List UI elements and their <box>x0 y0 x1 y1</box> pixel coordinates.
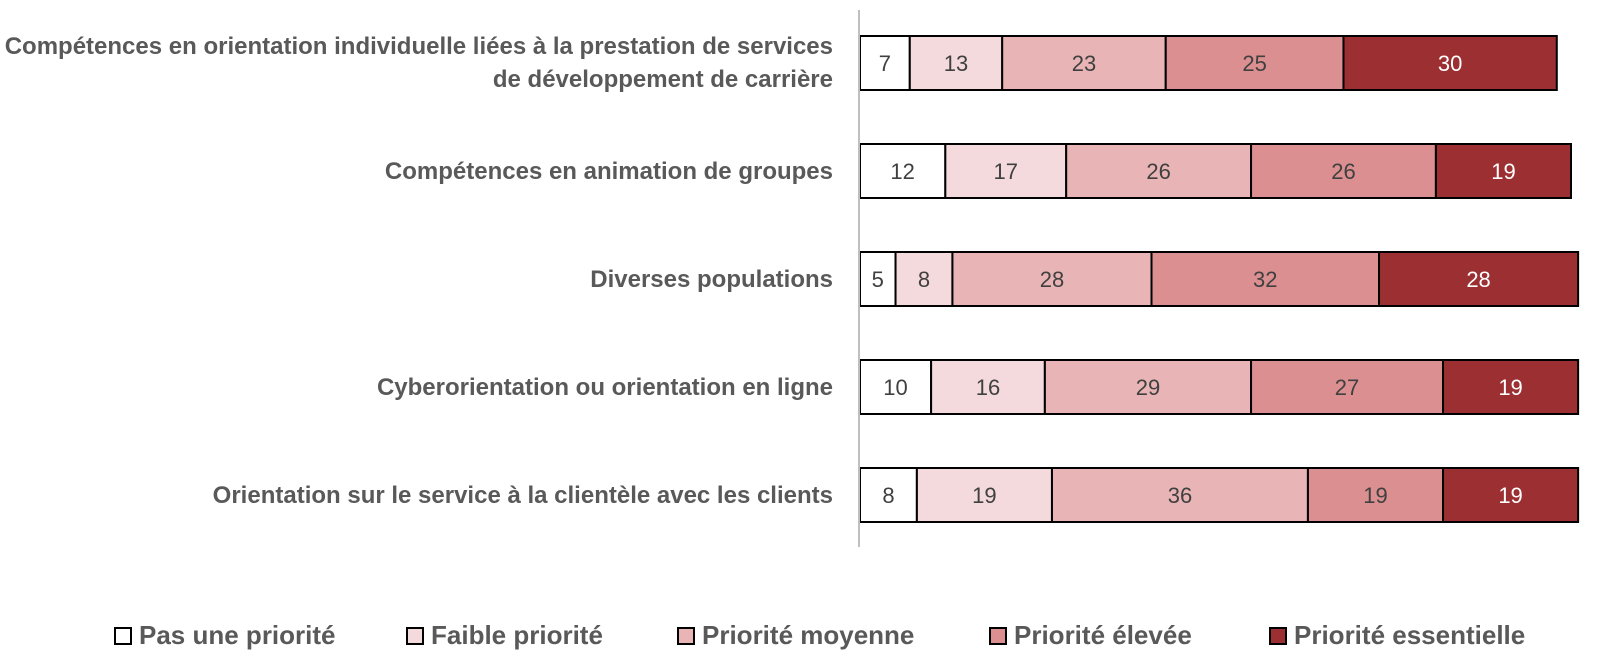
value-label: 8 <box>918 267 930 292</box>
bar-segment <box>1378 251 1580 307</box>
legend-label: Priorité élevée <box>1014 620 1192 650</box>
value-label: 19 <box>972 483 996 508</box>
legend-swatch <box>989 627 1007 645</box>
bar-segment <box>908 35 1004 91</box>
value-label: 19 <box>1491 159 1515 184</box>
bar-segment <box>930 359 1046 415</box>
value-label: 19 <box>1363 483 1387 508</box>
bar-segment <box>1001 35 1167 91</box>
value-label: 26 <box>1331 159 1355 184</box>
value-label: 29 <box>1136 375 1160 400</box>
category-label: Compétences en animation de groupes <box>384 157 833 185</box>
legend-label: Pas une priorité <box>139 620 336 650</box>
bar-segment <box>1150 251 1381 307</box>
bar-segment <box>1342 35 1558 91</box>
value-label: 19 <box>1498 483 1522 508</box>
category-label: Diverses populations <box>590 265 833 293</box>
value-label: 30 <box>1438 51 1462 76</box>
bar-segment <box>944 143 1068 199</box>
bar-segment <box>1434 143 1573 199</box>
value-label: 36 <box>1168 483 1192 508</box>
bar-segment <box>1250 143 1437 199</box>
bar-segment <box>1250 359 1445 415</box>
legend-swatch <box>406 627 424 645</box>
category-label: Cyberorientation ou orientation en ligne <box>376 373 833 401</box>
bar-segment <box>1442 467 1580 523</box>
bar-segment <box>951 251 1153 307</box>
legend-label: Priorité essentielle <box>1294 620 1525 650</box>
value-label: 28 <box>1466 267 1490 292</box>
legend-swatch <box>1269 627 1287 645</box>
bar-segment <box>1065 143 1253 199</box>
value-label: 23 <box>1072 51 1096 76</box>
value-label: 25 <box>1242 51 1266 76</box>
value-label: 8 <box>882 483 894 508</box>
bar-segment <box>894 251 954 307</box>
value-label: 7 <box>879 51 891 76</box>
value-label: 10 <box>883 375 907 400</box>
value-label: 32 <box>1253 267 1277 292</box>
category-label: Compétences en orientation individuelle … <box>4 33 833 93</box>
bar-segment <box>1043 359 1253 415</box>
legend-label: Priorité moyenne <box>702 620 914 650</box>
value-label: 27 <box>1335 375 1359 400</box>
bar-segment <box>1050 467 1309 523</box>
bar-segment <box>1442 359 1580 415</box>
legend-swatch <box>677 627 695 645</box>
value-label: 19 <box>1498 375 1522 400</box>
legend-label: Faible priorité <box>431 620 603 650</box>
value-label: 12 <box>890 159 914 184</box>
value-label: 16 <box>976 375 1000 400</box>
legend-swatch <box>114 627 132 645</box>
value-label: 17 <box>994 159 1018 184</box>
bar-segment <box>915 467 1053 523</box>
category-label: Orientation sur le service à la clientèl… <box>212 481 833 509</box>
value-label: 28 <box>1040 267 1064 292</box>
value-label: 26 <box>1146 159 1170 184</box>
value-label: 5 <box>872 267 884 292</box>
value-label: 13 <box>944 51 968 76</box>
